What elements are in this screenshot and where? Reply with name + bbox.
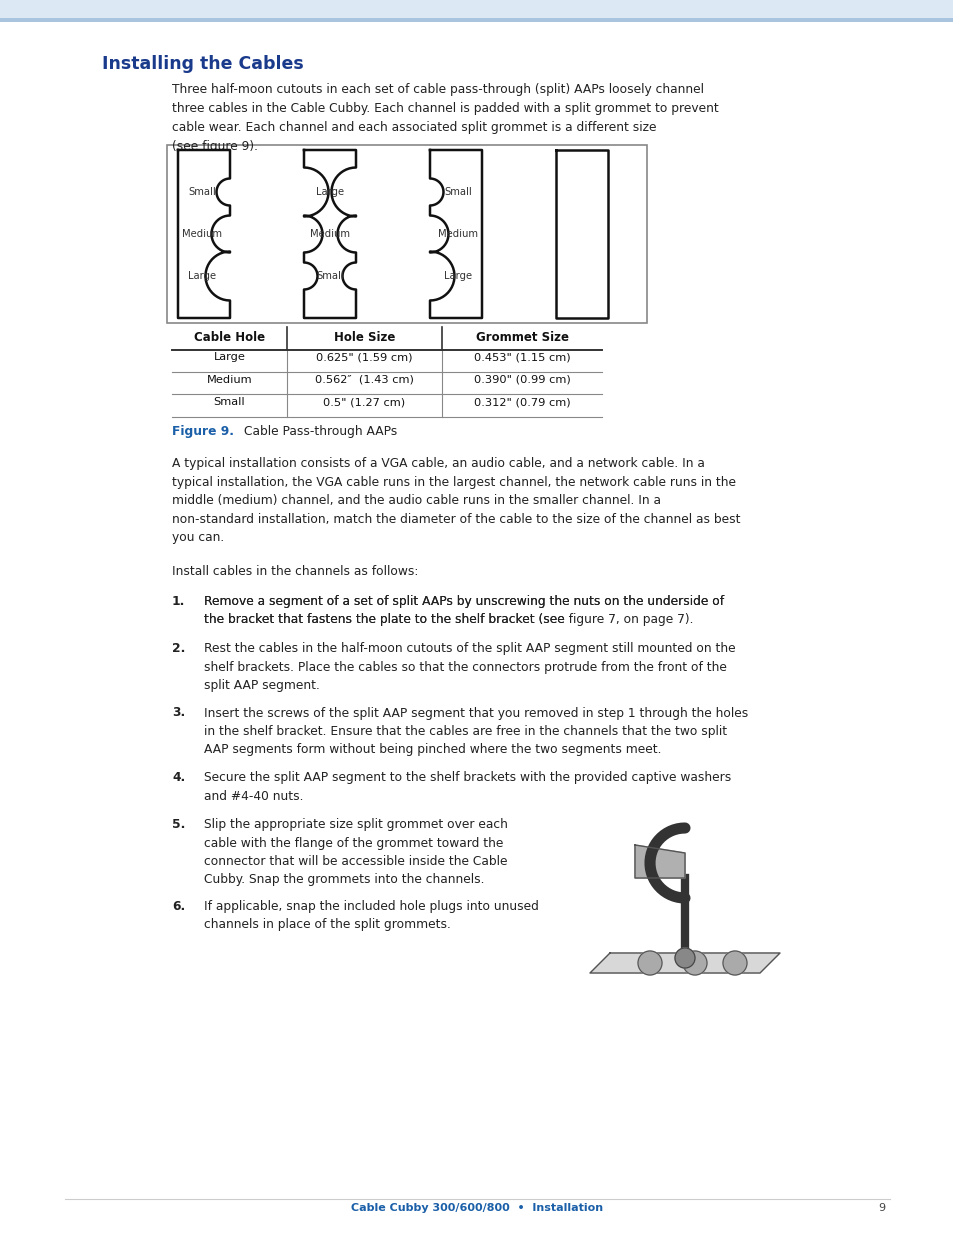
Polygon shape bbox=[556, 149, 607, 317]
Text: Remove a segment of a set of split AAPs by unscrewing the nuts on the underside : Remove a segment of a set of split AAPs … bbox=[204, 595, 789, 626]
Text: Large: Large bbox=[443, 270, 472, 282]
Text: Cable Hole: Cable Hole bbox=[193, 331, 265, 345]
Text: Cable Cubby 300/600/800  •  Installation: Cable Cubby 300/600/800 • Installation bbox=[351, 1203, 602, 1213]
Text: Small: Small bbox=[188, 186, 215, 198]
Text: Grommet Size: Grommet Size bbox=[475, 331, 568, 345]
Text: Figure 9.: Figure 9. bbox=[172, 425, 233, 438]
Text: Remove a segment of a set of split AAPs by unscrewing the nuts on the underside : Remove a segment of a set of split AAPs … bbox=[204, 595, 723, 626]
Text: Medium: Medium bbox=[310, 228, 350, 240]
Text: Large: Large bbox=[315, 186, 344, 198]
Text: 0.312" (0.79 cm): 0.312" (0.79 cm) bbox=[474, 398, 570, 408]
Text: Rest the cables in the half-moon cutouts of the split AAP segment still mounted : Rest the cables in the half-moon cutouts… bbox=[204, 642, 735, 692]
Text: 0.5" (1.27 cm): 0.5" (1.27 cm) bbox=[323, 398, 405, 408]
Text: Large: Large bbox=[188, 270, 215, 282]
Text: Small: Small bbox=[444, 186, 472, 198]
Text: Hole Size: Hole Size bbox=[334, 331, 395, 345]
Text: 1.: 1. bbox=[172, 595, 185, 608]
Text: Three half-moon cutouts in each set of cable pass-through (split) AAPs loosely c: Three half-moon cutouts in each set of c… bbox=[172, 83, 718, 153]
Text: 5.: 5. bbox=[172, 818, 185, 831]
Text: 0.453" (1.15 cm): 0.453" (1.15 cm) bbox=[474, 352, 570, 363]
Text: Secure the split AAP segment to the shelf brackets with the provided captive was: Secure the split AAP segment to the shel… bbox=[204, 771, 731, 803]
Text: Small: Small bbox=[213, 398, 245, 408]
Bar bbox=[167, 144, 646, 324]
Text: Installing the Cables: Installing the Cables bbox=[102, 56, 303, 73]
Circle shape bbox=[682, 951, 706, 974]
Bar bbox=[0, 19, 953, 22]
Text: 4.: 4. bbox=[172, 771, 185, 784]
Bar bbox=[0, 0, 953, 19]
Text: Insert the screws of the split AAP segment that you removed in step 1 through th: Insert the screws of the split AAP segme… bbox=[204, 706, 747, 757]
Text: 9: 9 bbox=[877, 1203, 884, 1213]
Circle shape bbox=[638, 951, 661, 974]
Text: Small: Small bbox=[315, 270, 343, 282]
Text: 6.: 6. bbox=[172, 900, 185, 913]
Text: 0.562″  (1.43 cm): 0.562″ (1.43 cm) bbox=[314, 375, 414, 385]
Text: A typical installation consists of a VGA cable, an audio cable, and a network ca: A typical installation consists of a VGA… bbox=[172, 457, 740, 543]
Text: Large: Large bbox=[213, 352, 245, 363]
Text: 3.: 3. bbox=[172, 706, 185, 720]
Text: 0.625" (1.59 cm): 0.625" (1.59 cm) bbox=[315, 352, 413, 363]
Text: Remove a segment of a set of split AAPs by unscrewing the nuts on the underside : Remove a segment of a set of split AAPs … bbox=[204, 595, 723, 626]
Text: If applicable, snap the included hole plugs into unused
channels in place of the: If applicable, snap the included hole pl… bbox=[204, 900, 538, 931]
Polygon shape bbox=[178, 149, 230, 317]
Circle shape bbox=[722, 951, 746, 974]
Polygon shape bbox=[635, 845, 684, 878]
Polygon shape bbox=[430, 149, 481, 317]
Text: Install cables in the channels as follows:: Install cables in the channels as follow… bbox=[172, 564, 418, 578]
Text: 0.390" (0.99 cm): 0.390" (0.99 cm) bbox=[473, 375, 570, 385]
Circle shape bbox=[675, 948, 695, 968]
Text: Cable Pass-through AAPs: Cable Pass-through AAPs bbox=[244, 425, 396, 438]
Text: Medium: Medium bbox=[182, 228, 222, 240]
Text: Medium: Medium bbox=[207, 375, 252, 385]
Polygon shape bbox=[304, 149, 355, 317]
Text: 2.: 2. bbox=[172, 642, 185, 655]
Polygon shape bbox=[589, 953, 780, 973]
Text: Slip the appropriate size split grommet over each
cable with the flange of the g: Slip the appropriate size split grommet … bbox=[204, 818, 507, 887]
Text: Medium: Medium bbox=[437, 228, 477, 240]
